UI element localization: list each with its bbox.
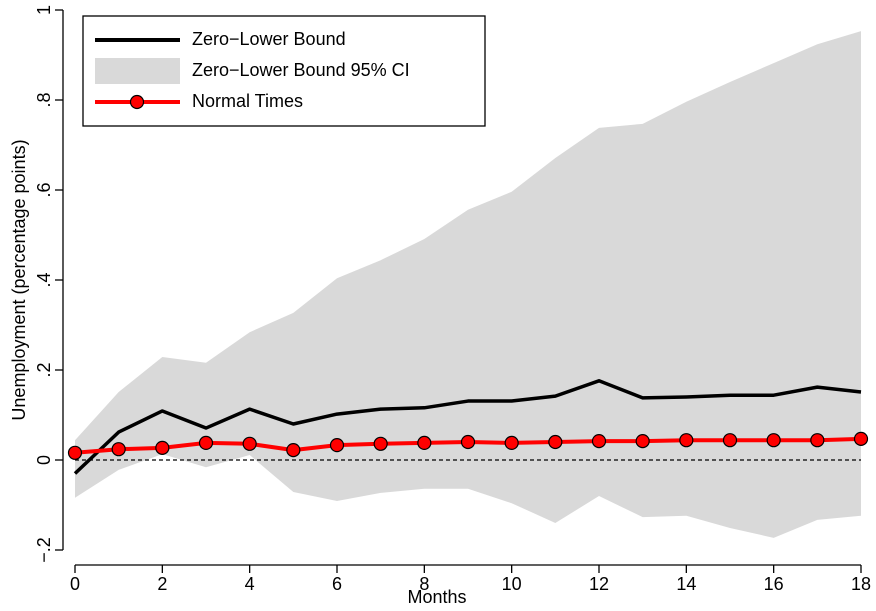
legend-swatch [95, 58, 180, 84]
x-tick-label: 18 [851, 574, 871, 594]
point-marker [242, 436, 257, 451]
point-marker [504, 435, 519, 450]
x-tick-label: 4 [245, 574, 255, 594]
y-tick-label: 1 [34, 5, 54, 15]
y-tick-label: 0 [34, 455, 54, 465]
legend: Zero−Lower Bound Zero−Lower Bound 95% CI N… [82, 15, 486, 127]
legend-label: Normal Times [192, 91, 303, 111]
x-tick-label: 16 [764, 574, 784, 594]
point-marker [810, 433, 825, 448]
point-marker [548, 434, 563, 450]
x-tick-label: 14 [676, 574, 696, 594]
legend-label: Zero−Lower Bound [192, 29, 346, 49]
point-marker [766, 433, 781, 448]
legend-marker [129, 94, 145, 110]
x-tick-label: 2 [157, 574, 167, 594]
legend-label: Zero−Lower Bound 95% CI [192, 60, 410, 80]
point-marker [679, 433, 694, 448]
x-axis-label: Months [407, 587, 466, 607]
x-tick-label: 12 [589, 574, 609, 594]
point-marker [460, 434, 476, 450]
point-marker [853, 431, 869, 446]
point-marker [329, 438, 345, 453]
y-tick-label: .2 [34, 362, 54, 377]
point-marker [417, 435, 432, 450]
point-marker [635, 434, 650, 449]
x-tick-label: 10 [502, 574, 522, 594]
y-axis-label: Unemployment (percentage points) [9, 139, 29, 420]
y-tick-label: .6 [34, 182, 54, 197]
point-marker [155, 440, 170, 455]
x-tick-label: 8 [419, 574, 429, 594]
point-marker [286, 443, 301, 458]
y-tick-label: .4 [34, 272, 54, 287]
ci-band [75, 31, 861, 538]
point-marker [722, 433, 738, 448]
x-tick-label: 0 [70, 574, 80, 594]
y-tick-label: .8 [34, 92, 54, 107]
point-marker [373, 436, 388, 451]
point-marker [67, 445, 83, 460]
x-tick-label: 6 [332, 574, 342, 594]
series-line [73, 379, 862, 475]
point-marker [111, 442, 126, 457]
point-marker [198, 435, 214, 450]
point-marker [591, 434, 607, 449]
y-tick-label: −.2 [34, 537, 54, 563]
